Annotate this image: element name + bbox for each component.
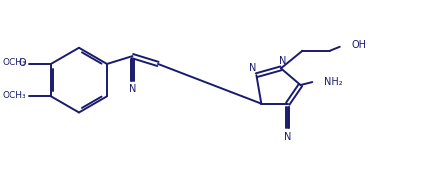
Text: N: N xyxy=(129,84,136,94)
Text: OCH₃: OCH₃ xyxy=(3,58,26,67)
Text: O: O xyxy=(19,58,26,68)
Text: OCH₃: OCH₃ xyxy=(3,91,26,100)
Text: N: N xyxy=(248,63,256,73)
Text: N: N xyxy=(283,132,291,142)
Text: NH₂: NH₂ xyxy=(323,77,342,87)
Text: OH: OH xyxy=(351,40,366,50)
Text: N: N xyxy=(279,56,286,66)
